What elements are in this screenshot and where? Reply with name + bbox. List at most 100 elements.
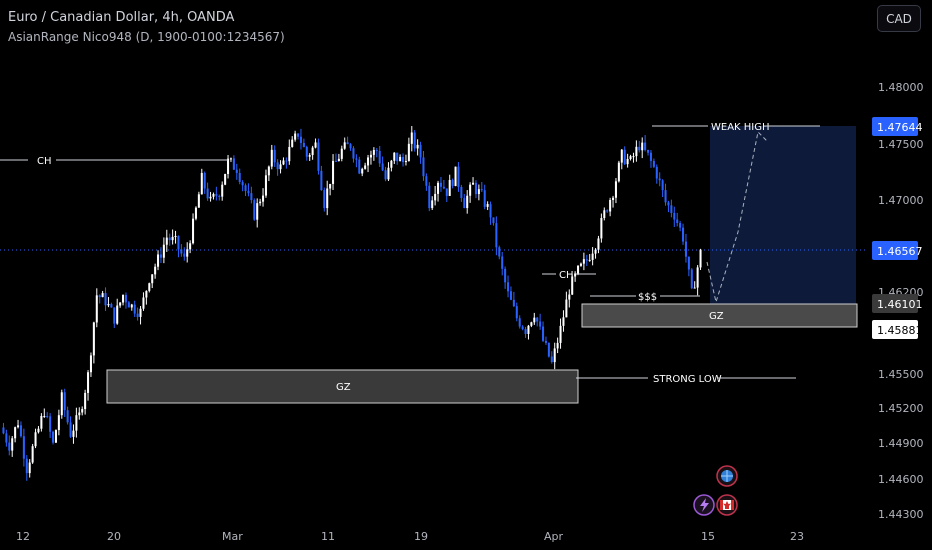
candle-body	[171, 236, 174, 241]
price-tick: 1.44600	[878, 473, 924, 486]
candle-body	[250, 193, 253, 201]
candle-body	[229, 158, 232, 160]
price-axis[interactable]: 1.48000 1.47500 1.47000 1.46200 1.45500 …	[878, 81, 924, 521]
candle-body	[588, 259, 591, 261]
price-tick: 1.48000	[878, 81, 924, 94]
candle-body	[267, 166, 270, 176]
candle-body	[495, 223, 498, 248]
candle-body	[690, 269, 693, 289]
candle-body	[600, 218, 603, 239]
candle-body	[606, 210, 609, 212]
candle-body	[629, 156, 632, 159]
candle-body	[431, 200, 434, 209]
candle-body	[597, 238, 600, 250]
candle-body	[87, 372, 90, 393]
candle-body	[124, 294, 127, 303]
candle-body	[57, 415, 60, 431]
candle-body	[28, 462, 31, 474]
candle-body	[264, 175, 267, 196]
price-tick: 1.44900	[878, 437, 924, 450]
candle-body	[463, 198, 466, 209]
candle-body	[244, 185, 247, 191]
candle-body	[582, 259, 585, 264]
candle-body	[673, 212, 676, 220]
candle-body	[159, 254, 162, 258]
candle-body	[658, 178, 661, 181]
candle-body	[66, 410, 69, 423]
gz-zone-left	[106, 369, 579, 404]
candle-body	[524, 329, 527, 334]
price-tick: 1.45200	[878, 402, 924, 415]
lightning-icon[interactable]	[693, 494, 715, 516]
candle-body	[127, 302, 130, 308]
candle-body	[393, 152, 396, 161]
candle-body	[384, 170, 387, 180]
candle-body	[687, 256, 690, 270]
candle-body	[22, 436, 25, 459]
time-axis[interactable]: 12 20 Mar 11 19 Apr 15 23	[16, 530, 804, 543]
candle-body	[647, 149, 650, 153]
currency-button[interactable]: CAD	[877, 5, 921, 32]
candle-body	[504, 268, 507, 283]
candle-body	[407, 143, 410, 162]
candle-body	[154, 266, 157, 275]
candle-body	[547, 342, 550, 357]
candle-body	[684, 241, 687, 257]
candle-body	[472, 182, 475, 185]
gz-right-label: GZ	[709, 311, 724, 322]
candle-body	[302, 142, 305, 147]
price-tick: 1.47500	[878, 138, 924, 151]
time-tick: 19	[414, 530, 428, 543]
candle-body	[334, 160, 337, 162]
indicator-legend[interactable]: AsianRange Nico948 (D, 1900-0100:1234567…	[8, 30, 285, 44]
candle-body	[270, 149, 273, 167]
candle-body	[17, 425, 20, 428]
candle-body	[148, 283, 151, 291]
candle-body	[162, 244, 165, 258]
candle-body	[402, 156, 405, 163]
candle-body	[46, 415, 49, 417]
candle-body	[206, 188, 209, 199]
candle-body	[337, 158, 340, 162]
candle-body	[343, 142, 346, 149]
candle-body	[95, 295, 98, 323]
candle-body	[130, 304, 133, 308]
candle-body	[98, 295, 101, 298]
candle-body	[399, 156, 402, 162]
candle-body	[509, 291, 512, 300]
candle-body	[282, 160, 285, 165]
candle-body	[454, 166, 457, 186]
time-tick: Mar	[222, 530, 243, 543]
zone-top-price-text: 1.46101	[877, 298, 923, 311]
candle-body	[110, 304, 113, 308]
candle-body	[679, 222, 682, 228]
candle-body	[218, 195, 221, 197]
candle-body	[203, 172, 206, 189]
candle-body	[241, 182, 244, 186]
globe-icon[interactable]	[716, 465, 738, 487]
candle-body	[612, 197, 615, 200]
candle-body	[329, 183, 332, 189]
candle-body	[682, 227, 685, 242]
candle-body	[314, 142, 317, 148]
candle-body	[568, 294, 571, 300]
candle-body	[168, 237, 171, 241]
canada-flag-icon[interactable]	[716, 494, 738, 516]
candle-body	[445, 188, 448, 196]
candle-body	[259, 201, 262, 204]
candle-body	[63, 392, 66, 411]
candle-body	[565, 299, 568, 318]
candle-body	[559, 325, 562, 343]
candle-body	[387, 167, 390, 180]
candle-body	[43, 415, 46, 417]
candle-body	[113, 307, 116, 324]
time-tick: Apr	[544, 530, 564, 543]
candle-body	[635, 146, 638, 157]
candle-body	[460, 186, 463, 199]
candle-body	[69, 422, 72, 437]
current-price-tag	[872, 241, 918, 260]
candle-body	[498, 247, 501, 257]
candle-body	[396, 152, 399, 162]
candle-body	[174, 236, 177, 238]
